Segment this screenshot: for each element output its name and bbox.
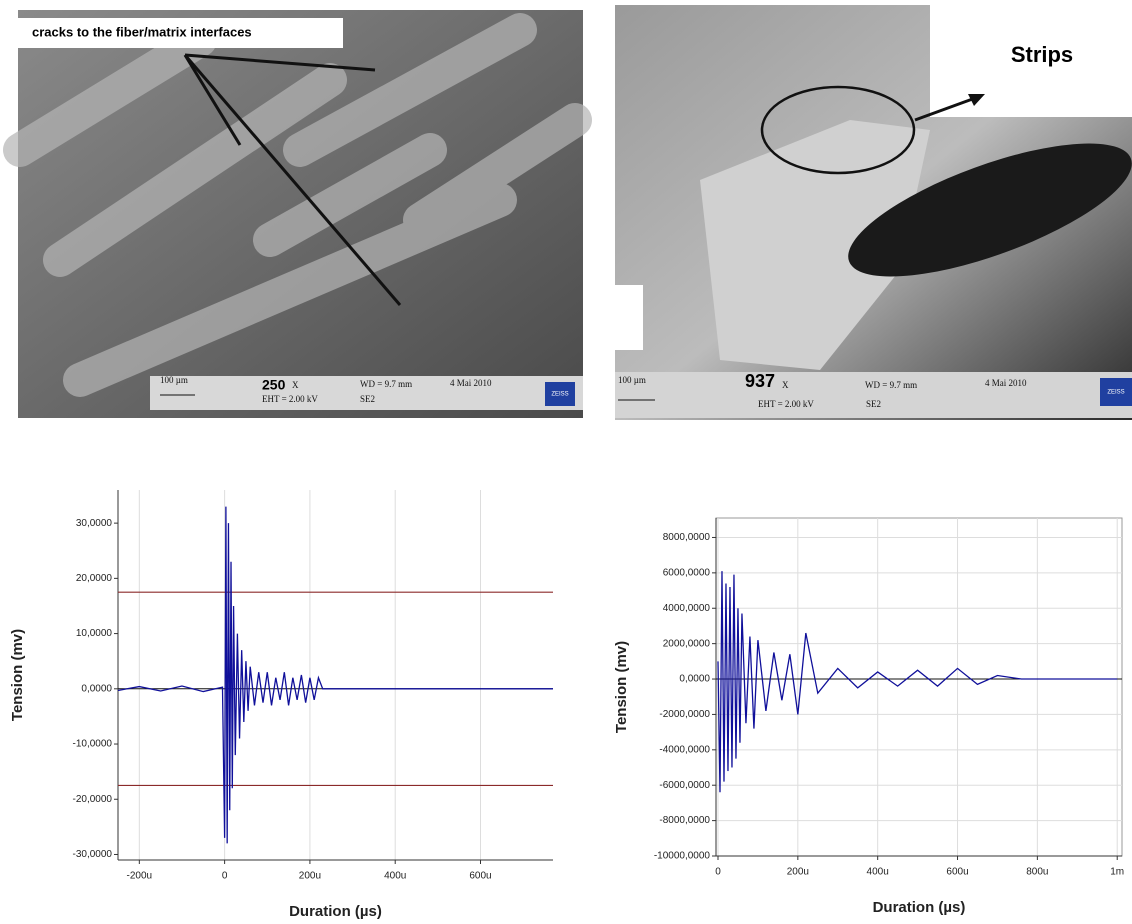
- brand: ZEISS: [551, 392, 568, 398]
- y-tick-label: 0,0000: [81, 683, 112, 694]
- y-tick-label: -2000,0000: [659, 709, 710, 720]
- plot-area: [715, 517, 1123, 857]
- sem-image: cracks to the fiber/matrix interfaces 10…: [3, 10, 592, 418]
- y-tick-label: -10,0000: [73, 739, 113, 750]
- x-tick-label: 0: [222, 871, 228, 882]
- x-tick-label: 600u: [946, 867, 968, 878]
- y-tick-label: 0,0000: [679, 674, 710, 685]
- date: 4 Mai 2010: [450, 378, 492, 388]
- x-axis-label: Duration (µs): [873, 899, 966, 916]
- y-tick-label: 6000,0000: [663, 567, 711, 578]
- y-tick-label: 4000,0000: [663, 603, 711, 614]
- y-tick-label: 30,0000: [76, 518, 113, 529]
- x-tick-label: 400u: [867, 867, 889, 878]
- callout: cracks to the fiber/matrix interfaces: [32, 24, 252, 39]
- y-axis-label: Tension (mv): [613, 641, 630, 733]
- x-tick-label: 200u: [787, 867, 809, 878]
- eht: EHT = 2.00 kV: [262, 394, 318, 404]
- y-tick-label: -6000,0000: [659, 780, 710, 791]
- detector: SE2: [866, 399, 881, 409]
- mag-unit: X: [292, 380, 299, 390]
- x-tick-label: 800u: [1026, 867, 1048, 878]
- x-tick-label: -200u: [127, 871, 153, 882]
- x-tick-label: 1m: [1110, 867, 1124, 878]
- date: 4 Mai 2010: [985, 378, 1027, 388]
- magnification: 937: [745, 371, 775, 391]
- wd: WD = 9.7 mm: [865, 380, 917, 390]
- wd: WD = 9.7 mm: [360, 379, 412, 389]
- x-tick-label: 400u: [384, 871, 406, 882]
- x-tick-label: 600u: [469, 871, 491, 882]
- magnification: 250: [262, 377, 286, 393]
- y-tick-label: -4000,0000: [659, 744, 710, 755]
- waveform: [717, 571, 1118, 793]
- y-axis-label: Tension (mv): [9, 629, 26, 721]
- x-tick-label: 200u: [299, 871, 321, 882]
- callout: Strips: [1011, 42, 1073, 67]
- y-tick-label: -20,0000: [73, 794, 113, 805]
- scale-bar: 100 µm: [618, 375, 646, 385]
- y-tick-label: -30,0000: [73, 849, 113, 860]
- brand: ZEISS: [1107, 390, 1124, 396]
- mag-unit: X: [782, 380, 789, 390]
- eht: EHT = 2.00 kV: [758, 399, 814, 409]
- y-tick-label: 10,0000: [76, 628, 113, 639]
- plot-area: [118, 490, 553, 860]
- x-tick-label: 0: [715, 867, 721, 878]
- y-tick-label: 8000,0000: [663, 532, 711, 543]
- y-tick-label: -8000,0000: [659, 815, 710, 826]
- detector: SE2: [360, 394, 375, 404]
- x-axis-label: Duration (µs): [289, 903, 382, 920]
- y-tick-label: 20,0000: [76, 573, 113, 584]
- waveform: [117, 506, 553, 844]
- y-tick-label: -10000,0000: [654, 851, 711, 862]
- y-tick-label: 2000,0000: [663, 638, 711, 649]
- sem-image: Strips 100 µm 937 X WD = 9.7 mm 4 Mai 20…: [615, 5, 1132, 420]
- scale-bar: 100 µm: [160, 375, 188, 385]
